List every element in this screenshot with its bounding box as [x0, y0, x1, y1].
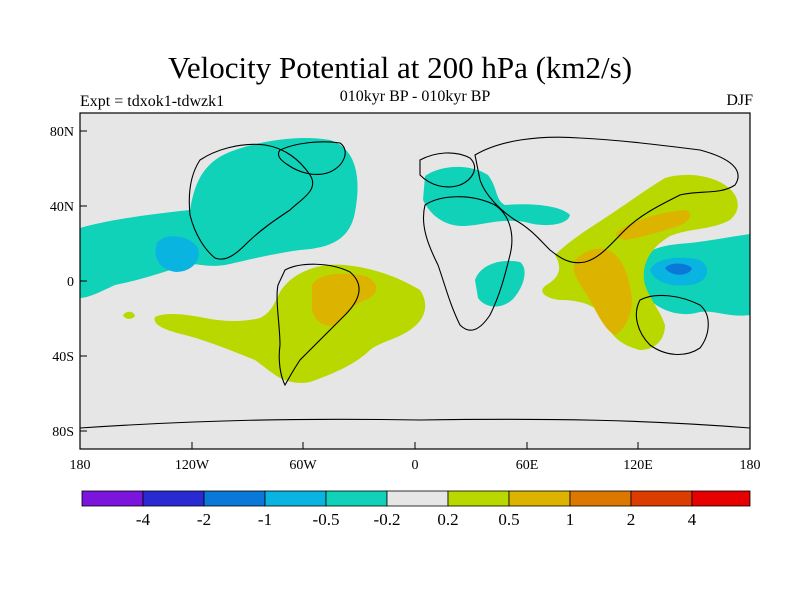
colorbar-box-7 — [447, 490, 510, 507]
colorbar-label: 0.5 — [498, 510, 519, 529]
colorbar-label: 2 — [627, 510, 636, 529]
x-label-60e: 60E — [516, 458, 539, 473]
colorbar-label: -0.5 — [313, 510, 340, 529]
y-label-80n: 80N — [50, 125, 74, 140]
colorbar-box-3 — [203, 490, 266, 507]
colorbar-label: -4 — [136, 510, 151, 529]
y-axis: 80N 40N 0 40S 80S — [50, 125, 87, 440]
colorbar-box-10 — [630, 490, 693, 507]
map-plot-area — [80, 113, 750, 449]
y-label-0: 0 — [67, 275, 74, 290]
colorbar-box-9 — [569, 490, 632, 507]
period-subtitle: 010kyr BP - 010kyr BP — [339, 88, 491, 105]
x-label-180e: 180 — [740, 458, 761, 473]
colorbar-label: 1 — [566, 510, 575, 529]
y-label-40s: 40S — [52, 350, 74, 365]
y-label-40n: 40N — [50, 200, 74, 215]
colorbar-box-6 — [386, 490, 449, 507]
colorbar-box-2 — [142, 490, 205, 507]
contour-pos-east-china — [616, 210, 691, 240]
colorbar-label: -0.2 — [374, 510, 401, 529]
colorbar-box-1 — [81, 490, 144, 507]
colorbar-label: 0.2 — [437, 510, 458, 529]
experiment-label: Expt = tdxok1-tdwzk1 — [80, 93, 225, 110]
coastlines — [80, 136, 750, 429]
contour-pos-brazil — [312, 273, 377, 326]
x-axis: 180 120W 60W 0 60E 120E 180 — [70, 442, 761, 473]
contour-neg-east-pacific — [155, 236, 199, 272]
colorbar-box-4 — [264, 490, 327, 507]
contour-pos-south-pacific-tip — [123, 311, 135, 319]
contour-neg-europe — [423, 166, 570, 227]
colorbar: -4 -2 -1 -0.5 -0.2 0.2 0.5 1 2 4 — [81, 490, 751, 529]
colorbar-box-8 — [508, 490, 571, 507]
colorbar-label: -1 — [258, 510, 272, 529]
x-label-120w: 120W — [175, 458, 210, 473]
x-label-0: 0 — [412, 458, 419, 473]
contour-neg-north-america — [80, 138, 358, 298]
colorbar-box-5 — [325, 490, 388, 507]
x-label-60w: 60W — [289, 458, 317, 473]
colorbar-label: -2 — [197, 510, 211, 529]
contour-pos-indochina — [573, 248, 632, 335]
season-label: DJF — [726, 92, 753, 109]
x-label-180w: 180 — [70, 458, 91, 473]
contour-neg-west-pacific-core — [665, 263, 692, 275]
colorbar-box-11 — [691, 490, 751, 507]
contour-neg-africa — [475, 260, 525, 307]
y-label-80s: 80S — [52, 425, 74, 440]
colorbar-label: 4 — [688, 510, 697, 529]
x-label-120e: 120E — [623, 458, 653, 473]
map-title: Velocity Potential at 200 hPa (km2/s) — [167, 50, 633, 85]
